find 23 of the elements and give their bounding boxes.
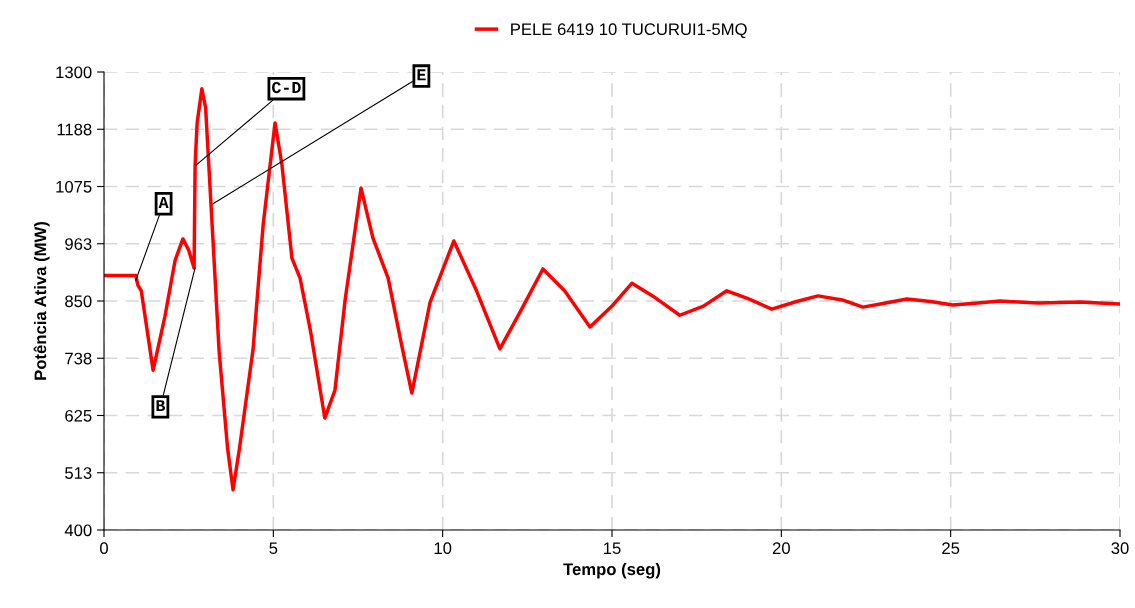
annotation: C-D [272,81,301,94]
y-tick-label: 1300 [56,66,92,79]
annotation: A [158,197,169,209]
annotation: B [156,400,166,412]
x-tick-label: 25 [942,542,960,555]
legend-label: PELE 6419 10 TUCURUI1-5MQ [511,23,747,39]
x-tick-label: 30 [1111,542,1129,555]
y-tick-label: 400 [64,524,92,537]
x-tick-label: 0 [100,542,108,555]
y-axis-title: Potência Ativa (MW) [33,222,50,380]
y-tick-label: 513 [65,467,92,479]
x-tick-label: 20 [772,542,790,555]
y-tick-label: 625 [65,409,92,422]
x-tick-label: 15 [604,542,621,555]
x-tick-label: 10 [434,542,452,555]
y-tick-label: 850 [65,295,92,308]
y-tick-label: 1188 [57,123,92,136]
x-axis-title: Tempo (seg) [563,562,661,579]
y-tick-label: 738 [65,352,92,365]
y-tick-label: 1075 [56,180,92,193]
x-tick-label: 5 [269,542,278,555]
y-tick-label: 963 [65,238,92,250]
annotation: E [417,69,426,81]
